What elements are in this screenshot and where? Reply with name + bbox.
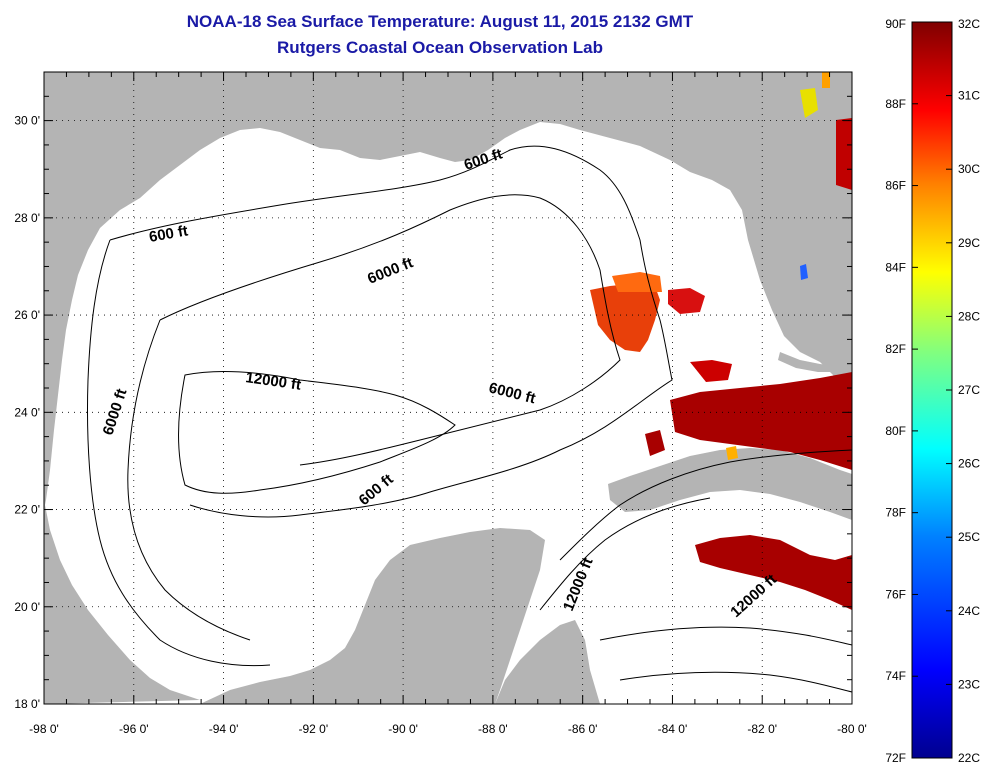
colorbar-c-label: 23C xyxy=(958,677,980,691)
colorbar-f-label: 80F xyxy=(885,424,906,438)
colorbar-f-label: 86F xyxy=(885,179,906,193)
colorbar-f-label: 72F xyxy=(885,751,906,765)
map-subtitle: Rutgers Coastal Ocean Observation Lab xyxy=(277,38,603,57)
lon-tick-label: -80 0' xyxy=(837,722,867,736)
colorbar-c-label: 22C xyxy=(958,751,980,765)
lon-tick-label: -96 0' xyxy=(119,722,149,736)
colorbar-f-label: 82F xyxy=(885,342,906,356)
lat-tick-label: 26 0' xyxy=(14,308,40,322)
map-axes: -98 0' -96 0' -94 0' -92 0' -90 0' -88 0' -86 … xyxy=(14,71,867,736)
colorbar-c-label: 28C xyxy=(958,309,980,323)
lon-tick-label: -98 0' xyxy=(29,722,59,736)
lon-tick-label: -84 0' xyxy=(658,722,688,736)
lat-tick-label: 30 0' xyxy=(14,114,40,128)
lon-tick-label: -86 0' xyxy=(568,722,598,736)
lat-tick-label: 22 0' xyxy=(14,503,40,517)
colorbar-f-label: 90F xyxy=(885,17,906,31)
land xyxy=(44,72,852,704)
colorbar-c-label: 31C xyxy=(958,89,980,103)
bathymetry-contours xyxy=(87,145,852,693)
colorbar-gradient xyxy=(911,21,953,759)
lon-tick-label: -90 0' xyxy=(388,722,418,736)
colorbar-c-label: 32C xyxy=(958,17,980,31)
lon-tick-label: -92 0' xyxy=(299,722,329,736)
colorbar-labels: 90F 88F 86F 84F 82F 80F 78F 76F 74F 72F 32C 31C 30C 2… xyxy=(885,17,980,765)
lat-tick-label: 18 0' xyxy=(14,697,40,711)
colorbar: 90F 88F 86F 84F 82F 80F 78F 76F 74F 72F 32C 31C 30C 2… xyxy=(885,17,980,765)
colorbar-f-label: 74F xyxy=(885,669,906,683)
colorbar-c-label: 30C xyxy=(958,162,980,176)
sst-data-patches xyxy=(590,72,852,610)
lat-tick-label: 28 0' xyxy=(14,211,40,225)
colorbar-c-label: 25C xyxy=(958,530,980,544)
lon-tick-label: -94 0' xyxy=(209,722,239,736)
colorbar-c-label: 24C xyxy=(958,604,980,618)
colorbar-c-label: 27C xyxy=(958,383,980,397)
map-title: NOAA-18 Sea Surface Temperature: August … xyxy=(186,12,694,31)
lat-tick-label: 20 0' xyxy=(14,600,40,614)
colorbar-f-label: 88F xyxy=(885,97,906,111)
colorbar-c-label: 26C xyxy=(958,457,980,471)
lat-tick-label: 24 0' xyxy=(14,405,40,419)
colorbar-f-label: 84F xyxy=(885,260,906,274)
lon-tick-label: -88 0' xyxy=(478,722,508,736)
colorbar-f-label: 78F xyxy=(885,506,906,520)
contour-label: 600 ft xyxy=(148,222,190,246)
colorbar-c-label: 29C xyxy=(958,236,980,250)
lon-tick-label: -82 0' xyxy=(747,722,777,736)
colorbar-f-label: 76F xyxy=(885,587,906,601)
